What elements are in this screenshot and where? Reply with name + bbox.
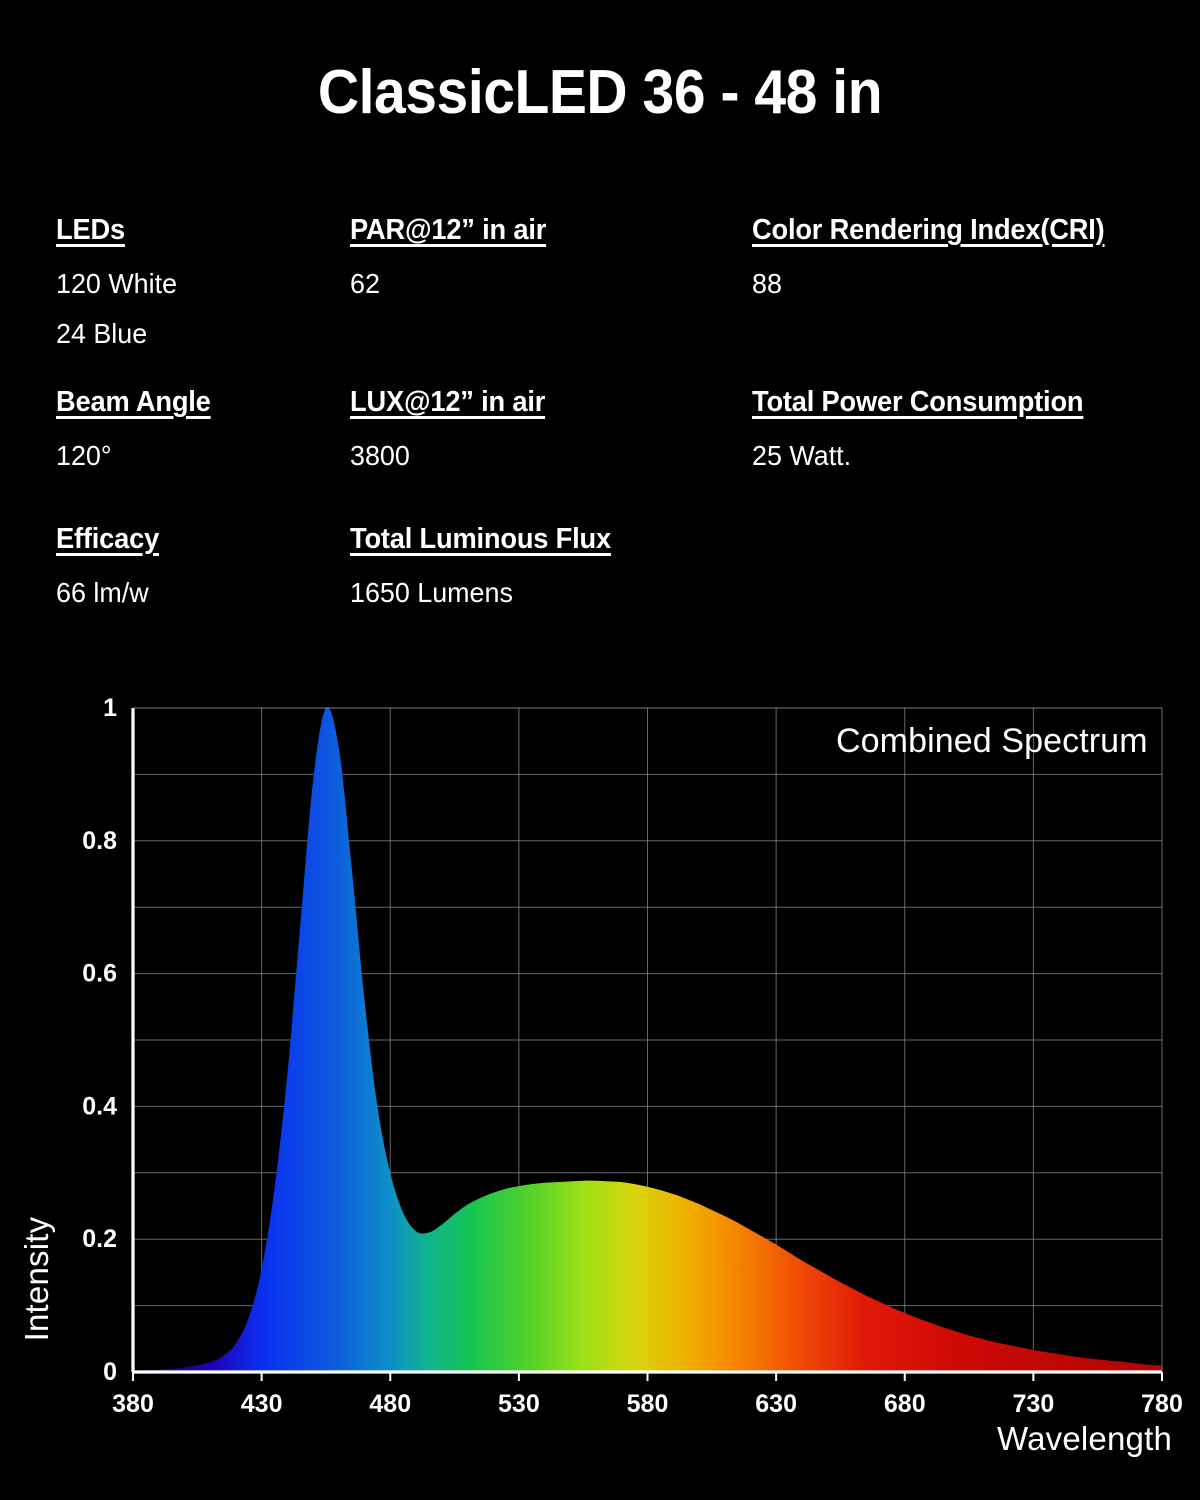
spec-row: LEDs 120 White 24 Blue PAR@12” in air 62…: [56, 214, 1166, 386]
x-tick-label: 480: [369, 1390, 411, 1418]
spec-value: 62: [350, 268, 380, 299]
spec-item-power: Total Power Consumption 25 Watt.: [752, 386, 1166, 523]
spec-label: Efficacy: [56, 523, 160, 555]
x-tick-label: 530: [498, 1390, 540, 1418]
spec-values: 120°: [56, 431, 350, 481]
y-tick-label: 0.4: [82, 1092, 117, 1120]
y-tick-label: 0.2: [82, 1225, 117, 1253]
x-tick-label: 680: [884, 1390, 926, 1418]
spec-label: LEDs: [56, 214, 125, 246]
x-tick-label: 730: [1013, 1390, 1055, 1418]
spec-item-leds: LEDs 120 White 24 Blue: [56, 214, 350, 386]
spec-label: LUX@12” in air: [350, 386, 546, 418]
spec-values: 88: [752, 259, 1166, 309]
spec-grid: LEDs 120 White 24 Blue PAR@12” in air 62…: [56, 214, 1166, 643]
x-tick-label: 380: [112, 1390, 154, 1418]
spectrum-chart-svg: 0 0.2 0.4 0.6 0.8 1 380 430 480 530 580 630 680 730 78…: [82, 694, 1183, 1418]
x-tick-label: 780: [1141, 1390, 1183, 1418]
spec-value: 25 Watt.: [752, 440, 852, 471]
y-tick-label: 1: [103, 694, 117, 722]
spec-values: 1650 Lumens: [350, 568, 752, 618]
spec-value: 66 lm/w: [56, 577, 149, 608]
spec-label: Color Rendering Index(CRI): [752, 214, 1105, 246]
spec-value: 120 White: [56, 268, 178, 299]
spec-values: 62: [350, 259, 752, 309]
spec-value: 88: [752, 268, 782, 299]
spec-values: 120 White 24 Blue: [56, 259, 350, 359]
spec-values: 25 Watt.: [752, 431, 1166, 481]
spec-row: Efficacy 66 lm/w Total Luminous Flux 165…: [56, 523, 1166, 643]
spec-item-par: PAR@12” in air 62: [350, 214, 752, 386]
spec-value: 1650 Lumens: [350, 577, 513, 608]
y-axis-title: Intensity: [18, 1216, 55, 1342]
x-tick-label: 630: [755, 1390, 797, 1418]
spec-item-luminous-flux: Total Luminous Flux 1650 Lumens: [350, 523, 752, 643]
x-tick-label: 430: [241, 1390, 283, 1418]
spec-value: 120°: [56, 440, 112, 471]
spec-item-cri: Color Rendering Index(CRI) 88: [752, 214, 1166, 386]
spec-value: 3800: [350, 440, 410, 471]
x-axis-title: Wavelength: [996, 1420, 1172, 1457]
y-tick-label: 0.6: [82, 960, 117, 988]
x-tick-label: 580: [627, 1390, 669, 1418]
spec-row: Beam Angle 120° LUX@12” in air 3800 Tota…: [56, 386, 1166, 523]
y-tick-label: 0: [103, 1358, 117, 1386]
spec-value: 24 Blue: [56, 317, 148, 349]
spec-label: Total Luminous Flux: [350, 523, 611, 555]
spec-label: Beam Angle: [56, 386, 211, 418]
series-label: Combined Spectrum: [836, 722, 1148, 760]
spec-item-efficacy: Efficacy 66 lm/w: [56, 523, 350, 643]
spec-values: 3800: [350, 431, 752, 481]
page-title: ClassicLED 36 - 48 in: [317, 58, 883, 127]
spec-item-beam-angle: Beam Angle 120°: [56, 386, 350, 523]
spectrum-chart: 0 0.2 0.4 0.6 0.8 1 380 430 480 530 580 630 680 730 78…: [0, 660, 1200, 1500]
spec-item-lux: LUX@12” in air 3800: [350, 386, 752, 523]
y-tick-label: 0.8: [82, 827, 117, 855]
spec-label: PAR@12” in air: [350, 214, 547, 246]
spec-item-empty: [752, 523, 1166, 643]
spec-values: 66 lm/w: [56, 568, 350, 618]
spec-label: Total Power Consumption: [752, 386, 1084, 418]
